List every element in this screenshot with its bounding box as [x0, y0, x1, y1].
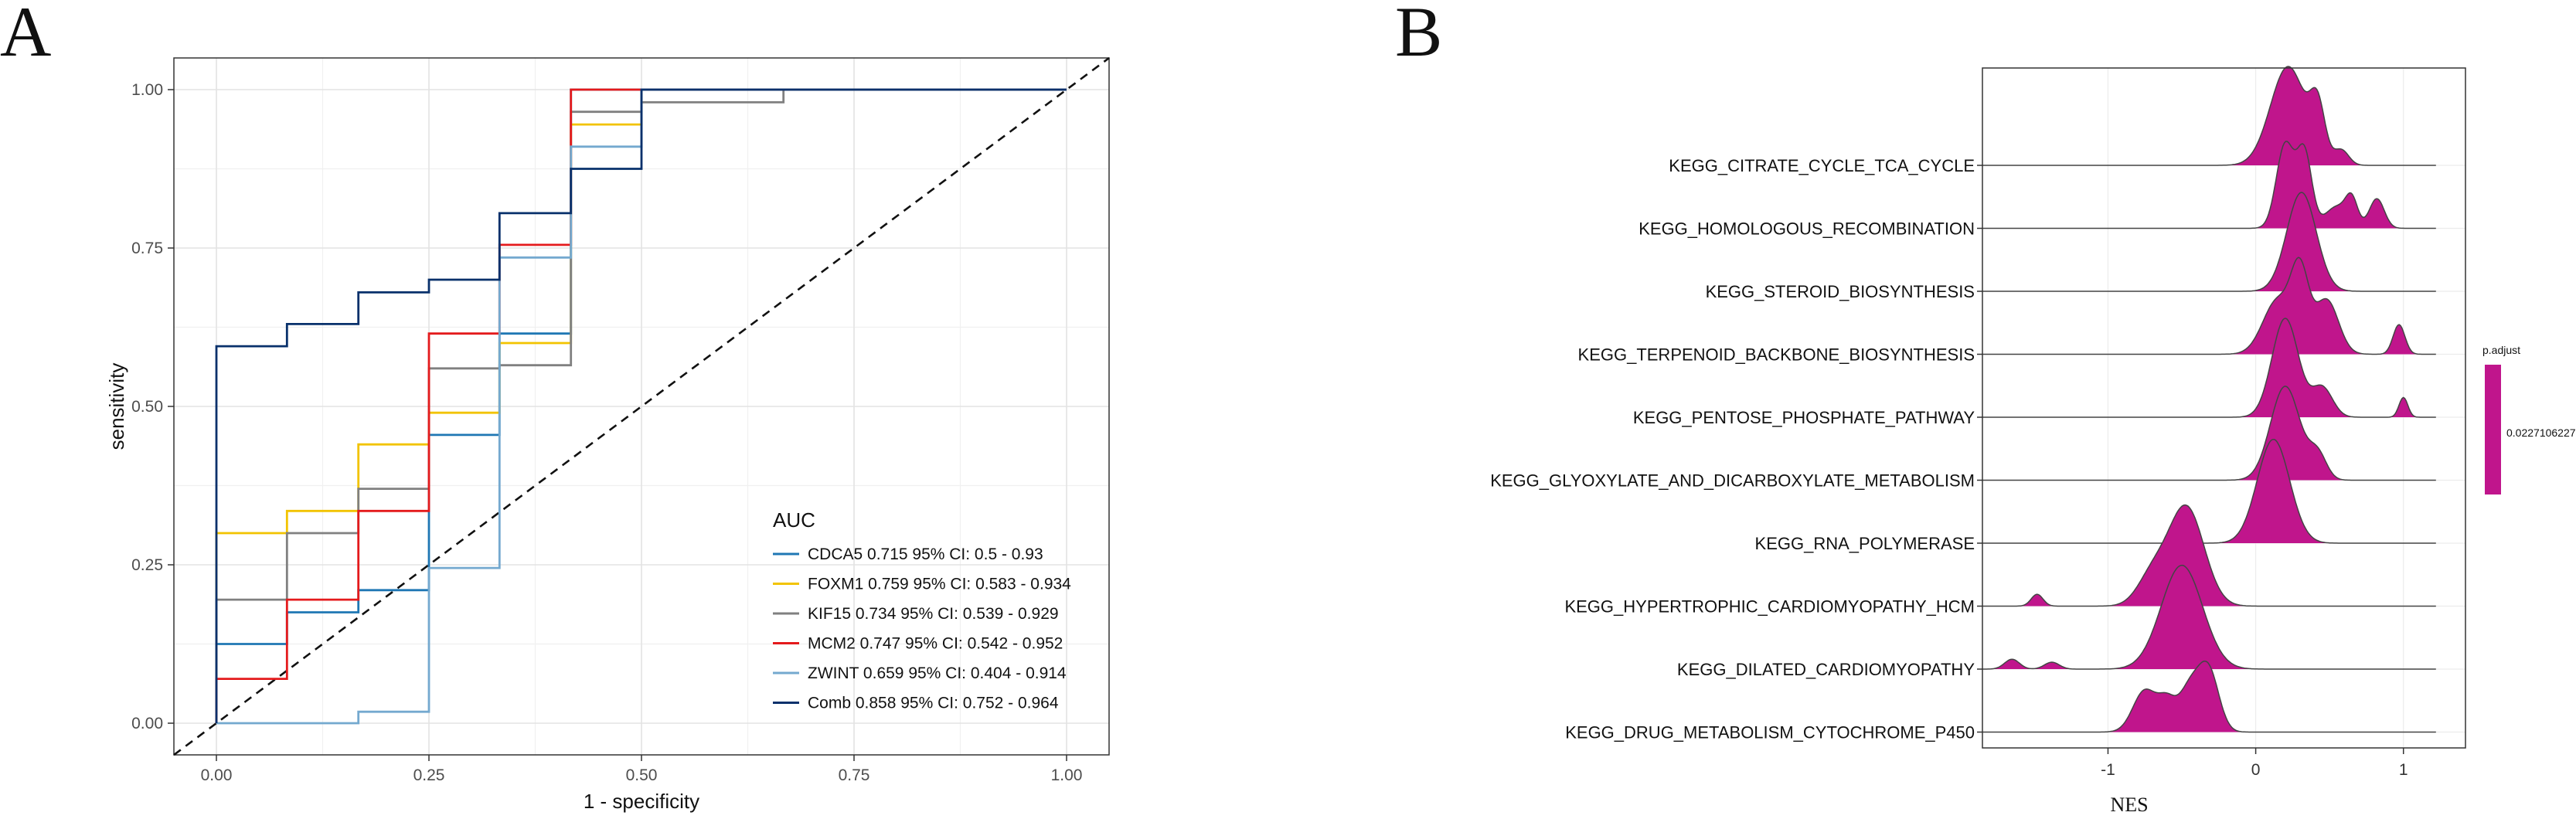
roc-x-tick-label: 0.75 [839, 766, 870, 784]
ridge-category-label-9: KEGG_DRUG_METABOLISM_CYTOCHROME_P450 [1565, 723, 1975, 743]
panel-b-label: B [1395, 0, 1442, 71]
ridge-density-8 [1982, 565, 2436, 669]
ridge-rows [1982, 66, 2436, 733]
panel-a-label: A [0, 0, 51, 71]
ridge-category-label-5: KEGG_GLYOXYLATE_AND_DICARBOXYLATE_METABO… [1490, 471, 1975, 491]
ridge-x-tick-label: -1 [2101, 761, 2115, 779]
ridge-x-tick-label: 0 [2251, 761, 2261, 779]
roc-y-tick-label: 0.75 [131, 240, 163, 257]
roc-x-axis: 0.00 0.25 0.50 0.75 1.00 [201, 755, 1083, 784]
legend-label-4: ZWINT 0.659 95% CI: 0.404 - 0.914 [808, 664, 1067, 682]
legend-label-1: FOXM1 0.759 95% CI: 0.583 - 0.934 [808, 576, 1071, 593]
ridge-density-1 [1982, 141, 2436, 229]
ridge-density-6 [1982, 439, 2436, 543]
ridge-plot-border [1982, 67, 2466, 749]
ridge-outline-7 [1982, 504, 2436, 607]
ridge-density-7 [1982, 505, 2436, 607]
roc-x-tick-label: 0.00 [201, 766, 233, 784]
ridge-category-label-0: KEGG_CITRATE_CYCLE_TCA_CYCLE [1669, 156, 1975, 175]
ridge-density-5 [1982, 386, 2436, 481]
roc-y-tick-label: 0.50 [131, 398, 163, 416]
colorbar-title: p.adjust [2482, 344, 2520, 356]
roc-y-tick-label: 0.25 [131, 556, 163, 574]
ridge-category-label-7: KEGG_HYPERTROPHIC_CARDIOMYOPATHY_HCM [1564, 597, 1975, 617]
roc-y-tick-label: 0.00 [131, 715, 163, 732]
ridge-outline-4 [1982, 318, 2436, 418]
roc-x-axis-title: 1 - specificity [584, 790, 699, 813]
ridge-x-axis: -1 0 1 [2101, 748, 2408, 779]
legend-label-2: KIF15 0.734 95% CI: 0.539 - 0.929 [808, 605, 1059, 623]
ridge-outline-5 [1982, 386, 2436, 481]
ridge-outline-3 [1982, 257, 2436, 355]
ridge-outline-0 [1982, 66, 2436, 166]
colorbar-value-label: 0.02271062271 [2506, 426, 2576, 439]
ridge-outline-9 [1982, 660, 2436, 733]
roc-curves [215, 88, 1067, 725]
ridge-density-0 [1982, 66, 2436, 165]
colorbar-swatch [2485, 365, 2501, 494]
ridge-outline-8 [1982, 564, 2436, 670]
roc-x-tick-label: 1.00 [1051, 766, 1083, 784]
roc-reference-line-group [173, 56, 1110, 756]
roc-legend: AUC CDCA5 0.715 95% CI: 0.5 - 0.93 FOXM1 … [773, 508, 1071, 712]
ridge-grid [1982, 68, 2465, 748]
roc-reference-line [173, 56, 1110, 756]
ridge-category-label-1: KEGG_HOMOLOGOUS_RECOMBINATION [1638, 219, 1975, 239]
ridge-category-label-8: KEGG_DILATED_CARDIOMYOPATHY [1677, 660, 1975, 679]
ridge-outline-2 [1982, 192, 2436, 292]
roc-x-tick-label: 0.25 [413, 766, 445, 784]
legend-label-5: Comb 0.858 95% CI: 0.752 - 0.964 [808, 695, 1059, 712]
roc-y-axis: 0.00 0.25 0.50 0.75 1.00 [131, 81, 174, 732]
legend-label-0: CDCA5 0.715 95% CI: 0.5 - 0.93 [808, 545, 1043, 563]
roc-y-axis-title: sensitivity [105, 363, 128, 450]
ridge-category-label-4: KEGG_PENTOSE_PHOSPHATE_PATHWAY [1633, 408, 1975, 427]
ridge-chart: KEGG_CITRATE_CYCLE_TCA_CYCLE KEGG_HOMOLOG… [1490, 66, 2576, 816]
roc-chart: 0.00 0.25 0.50 0.75 1.00 0.00 0.25 0.50 0.75 1.0… [105, 56, 1110, 813]
ridge-category-label-2: KEGG_STEROID_BIOSYNTHESIS [1706, 282, 1975, 301]
roc-y-tick-label: 1.00 [131, 81, 163, 99]
roc-x-tick-label: 0.50 [626, 766, 658, 784]
roc-legend-title: AUC [773, 508, 815, 532]
roc-legend-items: CDCA5 0.715 95% CI: 0.5 - 0.93 FOXM1 0.75… [773, 545, 1071, 712]
ridge-category-label-3: KEGG_TERPENOID_BACKBONE_BIOSYNTHESIS [1578, 345, 1975, 365]
ridge-density-9 [1982, 661, 2436, 732]
roc-curve-5 [215, 88, 1067, 723]
ridge-density-4 [1982, 318, 2436, 417]
ridge-density-2 [1982, 192, 2436, 291]
ridge-density-3 [1982, 257, 2436, 355]
ridge-category-label-6: KEGG_RNA_POLYMERASE [1755, 534, 1975, 553]
legend-label-3: MCM2 0.747 95% CI: 0.542 - 0.952 [808, 635, 1063, 653]
ridge-category-labels: KEGG_CITRATE_CYCLE_TCA_CYCLE KEGG_HOMOLOG… [1490, 156, 1982, 743]
ridge-outline-6 [1982, 438, 2436, 544]
ridge-outline-1 [1982, 141, 2436, 229]
ridge-x-tick-label: 1 [2399, 761, 2408, 779]
colorbar-legend: p.adjust 0.02271062271 [2482, 344, 2576, 494]
ridge-x-axis-title: NES [2110, 794, 2148, 816]
